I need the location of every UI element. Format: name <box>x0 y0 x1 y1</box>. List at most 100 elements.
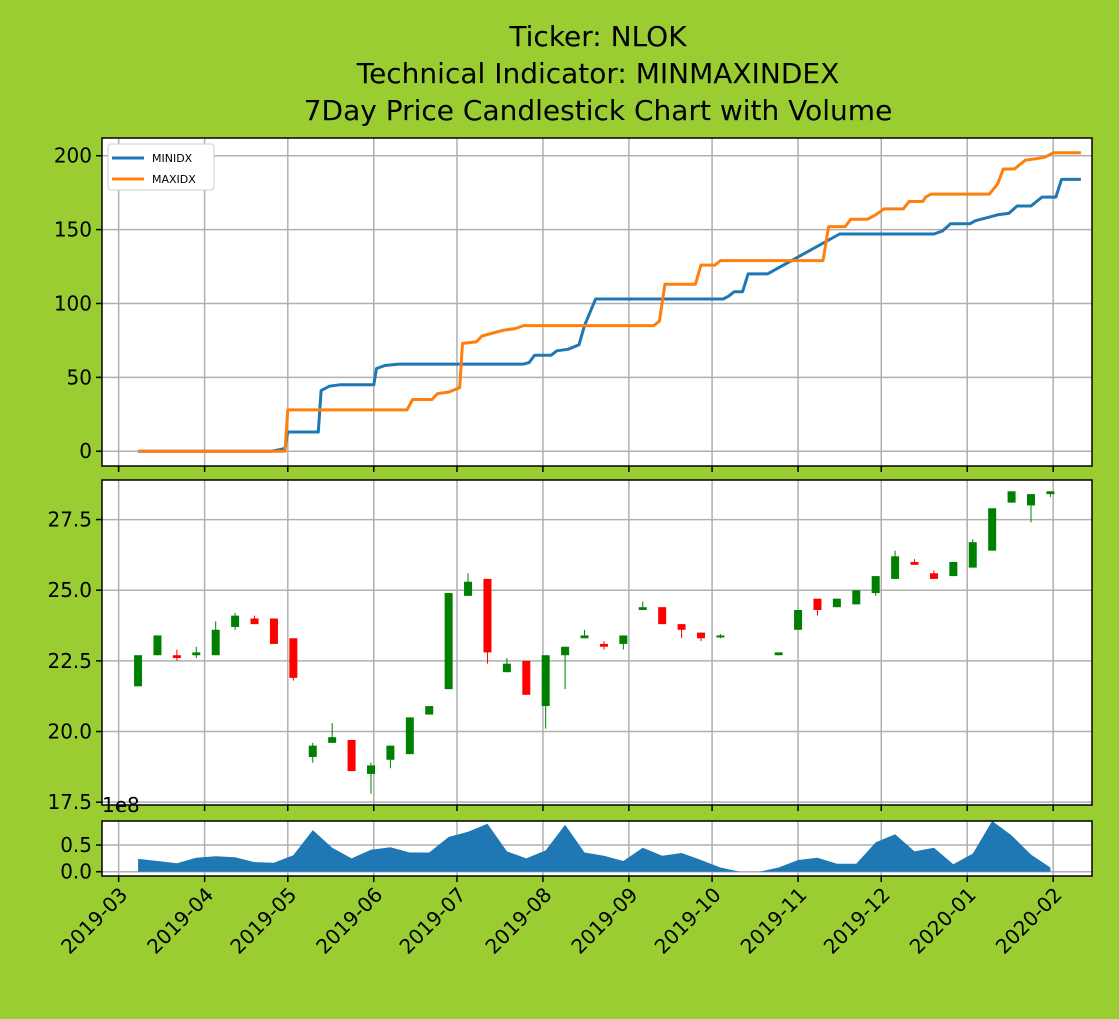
candle-body <box>211 629 220 656</box>
legend-label-minidx: MINIDX <box>152 152 193 165</box>
candle <box>871 576 880 596</box>
price-plot-area <box>102 480 1092 805</box>
candle-body <box>541 655 550 707</box>
y-tick-label-2: 22.5 <box>47 649 92 673</box>
chart-title-line-2: Technical Indicator: MINMAXINDEX <box>356 57 840 90</box>
candle <box>522 660 531 695</box>
candle-body <box>366 765 375 774</box>
candle <box>192 646 201 659</box>
candle <box>677 624 686 639</box>
price-x-ticks <box>117 805 1054 811</box>
candle <box>638 601 647 610</box>
candle <box>988 508 997 551</box>
y-tick-label-1: 20.0 <box>47 720 92 744</box>
candle-body <box>968 542 977 568</box>
series-line-maxidx <box>138 151 1081 453</box>
candle-body <box>852 590 861 605</box>
candle-body <box>405 717 414 755</box>
price-frame <box>101 479 1093 806</box>
candle <box>211 621 220 656</box>
candle-body <box>658 607 667 625</box>
legend: MINIDX MAXIDX <box>107 143 215 191</box>
volume-frame <box>101 820 1093 877</box>
candle <box>929 570 938 579</box>
candle <box>1026 494 1035 523</box>
candle-body <box>794 610 803 630</box>
candle-body <box>929 573 938 579</box>
candle <box>852 590 861 605</box>
y-tick-label-0: 17.5 <box>47 790 92 814</box>
series-line-minidx <box>138 177 1081 453</box>
candle <box>483 578 492 664</box>
indicator-x-ticks <box>117 466 1054 472</box>
candle-body <box>1026 494 1035 506</box>
price-y-axis: 17.5 20.0 22.5 25.0 27.5 <box>47 508 102 814</box>
candle <box>910 559 919 565</box>
candle <box>172 649 181 661</box>
candle <box>1007 491 1016 503</box>
candle <box>1046 491 1055 497</box>
candle-body <box>347 740 356 772</box>
candle-body <box>910 561 919 565</box>
candle <box>541 655 550 729</box>
candle-body <box>172 655 181 659</box>
candle <box>250 615 259 625</box>
candle <box>153 635 162 656</box>
y-tick-label-0: 0.0 <box>60 860 92 884</box>
candle-body <box>192 652 201 656</box>
candle <box>949 561 958 577</box>
indicator-grid <box>102 138 1092 466</box>
y-tick-label-3: 150 <box>54 218 92 242</box>
y-tick-label-1: 50 <box>67 365 92 389</box>
candle-body <box>153 635 162 656</box>
candle <box>289 638 298 681</box>
indicator-y-axis: 0 50 100 150 200 <box>54 144 102 463</box>
candle-body <box>425 706 434 715</box>
price-grid <box>102 480 1092 805</box>
y-tick-label-3: 25.0 <box>47 578 92 602</box>
y-tick-label-2: 100 <box>54 291 92 315</box>
legend-label-maxidx: MAXIDX <box>152 173 196 186</box>
candle-body <box>231 615 240 627</box>
indicator-series <box>138 151 1081 453</box>
candle <box>696 632 705 642</box>
candle-body <box>289 638 298 678</box>
candle <box>347 740 356 772</box>
indicator-frame <box>101 137 1093 467</box>
candle-body <box>696 632 705 639</box>
y-tick-label-4: 27.5 <box>47 508 92 532</box>
candle-body <box>386 745 395 760</box>
candle <box>444 593 453 690</box>
candle-body <box>619 635 628 644</box>
candle-body <box>638 607 647 610</box>
candle-body <box>891 556 900 579</box>
candle-body <box>328 737 337 743</box>
chart-title-line-3: 7Day Price Candlestick Chart with Volume <box>304 94 893 127</box>
candle <box>425 706 434 715</box>
candle <box>231 612 240 630</box>
volume-offset-label: 1e8 <box>102 793 140 817</box>
candle <box>832 598 841 608</box>
candle <box>580 629 589 639</box>
volume-y-axis: 0.00.5 <box>60 833 102 884</box>
candle-body <box>134 655 143 687</box>
candle-body <box>813 598 822 610</box>
candle <box>968 539 977 568</box>
candle <box>134 655 143 687</box>
candle-body <box>988 508 997 551</box>
candle <box>269 618 278 644</box>
y-tick-label-4: 200 <box>54 144 92 168</box>
candle <box>405 717 414 755</box>
candle-body <box>871 576 880 594</box>
candle <box>891 550 900 579</box>
candle-body <box>464 581 473 596</box>
y-tick-label-0: 0 <box>79 439 92 463</box>
candle <box>464 573 473 596</box>
candle-body <box>444 593 453 690</box>
candle-body <box>250 618 259 625</box>
candle <box>658 607 667 625</box>
candle-body <box>599 643 608 647</box>
indicator-panel: 0 50 100 150 200 MINIDX MAXIDX <box>54 137 1093 472</box>
candle-body <box>269 618 278 644</box>
